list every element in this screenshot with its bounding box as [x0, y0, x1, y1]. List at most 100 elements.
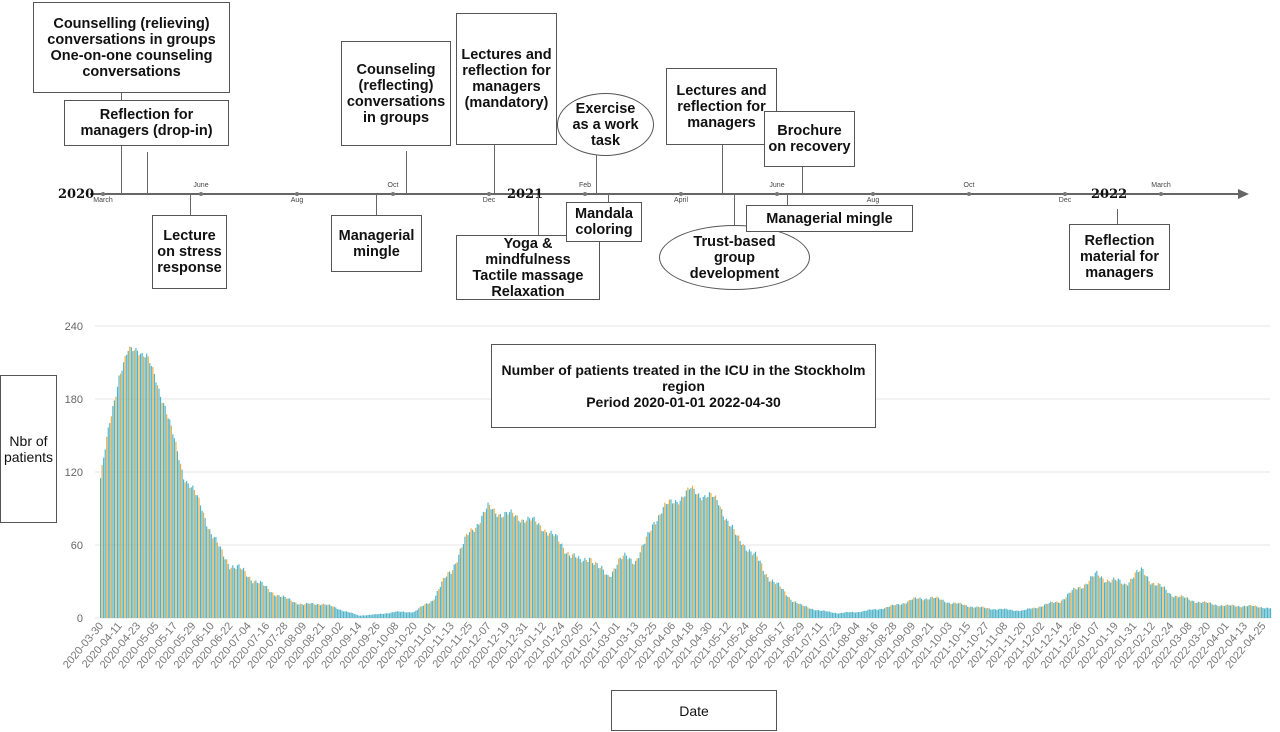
bar: [564, 553, 566, 618]
bar: [1190, 601, 1192, 618]
bar: [1245, 606, 1247, 618]
bar: [395, 611, 397, 618]
bar: [1100, 576, 1103, 618]
bar: [347, 612, 349, 618]
bar: [459, 548, 461, 618]
bar: [436, 591, 438, 618]
bar: [784, 591, 786, 618]
bar: [1004, 608, 1006, 618]
bar: [704, 495, 706, 618]
bar: [136, 350, 139, 618]
bar: [741, 544, 743, 618]
bar: [685, 490, 687, 618]
bar: [731, 524, 734, 618]
bar: [1151, 583, 1153, 618]
bar: [1036, 608, 1038, 618]
bar: [468, 532, 471, 618]
bar: [281, 596, 283, 618]
bar: [362, 615, 365, 618]
bar: [964, 604, 966, 618]
bar: [1059, 602, 1061, 618]
month-dot: [391, 192, 395, 196]
bar: [1022, 610, 1024, 618]
bar: [141, 352, 143, 618]
month-dot: [775, 192, 779, 196]
bar: [787, 596, 789, 618]
bar: [1050, 601, 1052, 618]
bar: [608, 576, 611, 618]
bar: [576, 558, 578, 618]
bar: [758, 560, 760, 618]
bar: [453, 564, 455, 618]
bar: [848, 612, 850, 618]
bar: [295, 602, 297, 618]
bar: [1114, 579, 1116, 618]
bar: [213, 537, 215, 618]
bar: [638, 558, 640, 618]
month-dot: [583, 192, 587, 196]
bar: [1017, 610, 1020, 618]
bar: [1240, 607, 1242, 618]
bar: [152, 367, 154, 618]
bar: [496, 516, 498, 618]
bar: [882, 609, 884, 618]
bar: [1137, 572, 1139, 618]
bar: [452, 570, 454, 618]
bar: [532, 517, 534, 618]
bar: [1043, 604, 1046, 618]
bar: [1111, 579, 1113, 618]
bar: [894, 605, 897, 618]
connector: [1117, 209, 1118, 225]
bar: [817, 610, 820, 618]
bar: [178, 460, 180, 618]
connector: [376, 195, 377, 216]
bar: [333, 606, 335, 618]
bar: [768, 581, 770, 618]
bar: [1057, 602, 1059, 618]
bar: [762, 570, 764, 618]
bar: [184, 482, 186, 618]
bar: [264, 586, 266, 618]
bar: [255, 580, 257, 618]
bar: [249, 576, 251, 618]
bar: [944, 601, 946, 618]
bar: [911, 599, 913, 618]
bar: [262, 585, 265, 618]
bar: [304, 603, 306, 618]
bar: [138, 355, 140, 618]
bar: [536, 524, 538, 618]
bar: [522, 519, 524, 618]
bar: [1194, 602, 1196, 618]
bar: [934, 597, 936, 618]
bar: [316, 603, 318, 618]
bar: [1002, 609, 1004, 618]
bar: [290, 600, 292, 618]
bar: [830, 612, 832, 618]
bar: [422, 605, 425, 618]
y-tick-label: 240: [65, 321, 83, 333]
bar: [373, 614, 375, 618]
bar: [350, 612, 352, 618]
bar: [381, 613, 383, 618]
bar: [781, 588, 783, 618]
bar: [425, 603, 428, 618]
bar: [651, 524, 654, 618]
bar: [879, 608, 881, 618]
bar: [1039, 606, 1041, 618]
bar: [1163, 586, 1166, 618]
bar: [887, 606, 889, 618]
bar: [747, 551, 749, 618]
bar: [982, 606, 984, 618]
bar: [1246, 606, 1249, 618]
bar: [1019, 611, 1021, 618]
bar: [851, 611, 853, 618]
bar: [393, 612, 395, 618]
bar: [1183, 597, 1186, 618]
bar: [1265, 607, 1267, 618]
bar: [736, 535, 738, 618]
bar: [318, 604, 320, 618]
bar: [997, 609, 1000, 618]
bar: [794, 601, 797, 618]
bar: [365, 615, 368, 618]
bar: [227, 563, 229, 618]
